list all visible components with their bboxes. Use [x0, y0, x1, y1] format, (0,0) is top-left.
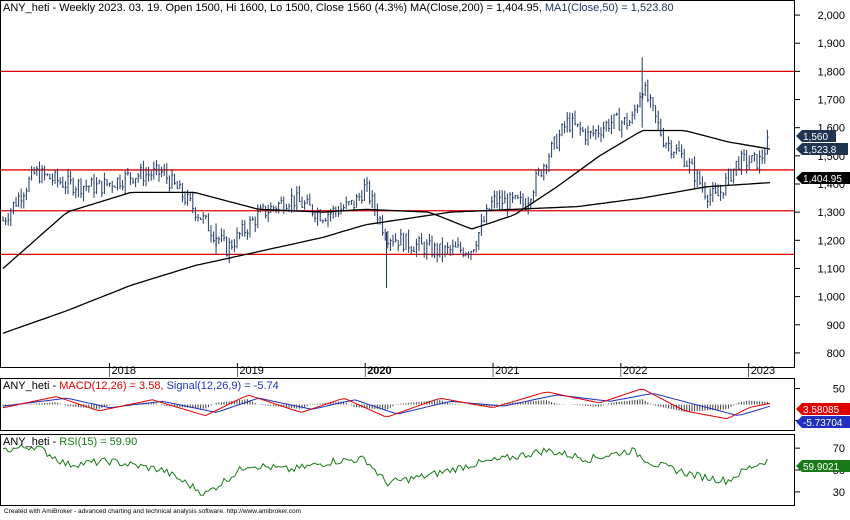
signal-badge: -5.73704 — [796, 416, 850, 429]
price-y-tick-label: 1,300 — [817, 207, 845, 219]
price-x-tick-label: 2023 — [751, 365, 775, 377]
macd-pane-title: ANY_heti - MACD(12,26) = 3.58, Signal(12… — [3, 380, 279, 392]
ma50-badge: 1,523.8 — [796, 143, 848, 156]
rsi-pane: 705030 ANY_heti - RSI(15) = 59.90 59.902… — [0, 434, 850, 506]
macd-badge-label: 3.58085 — [803, 405, 840, 416]
ma200-line — [2, 181, 771, 334]
rsi-line — [2, 444, 768, 496]
macd-pane: 50-50 ANY_heti - MACD(12,26) = 3.58, Sig… — [0, 378, 850, 431]
price-plot-frame — [0, 0, 795, 368]
footer-credit: Created with AmiBroker - advanced charti… — [4, 508, 301, 515]
rsi-title-prefix: ANY_heti - — [3, 436, 59, 448]
signal-badge-label: -5.73704 — [803, 418, 843, 429]
price-pane-title: ANY_heti - Weekly 2023. 03. 19. Open 150… — [3, 2, 674, 14]
macd-histogram — [2, 399, 768, 412]
rsi-y-tick-label: 30 — [833, 487, 845, 499]
price-x-tick-label: 2022 — [623, 365, 647, 377]
price-y-tick-label: 900 — [827, 320, 845, 332]
rsi-legend: RSI(15) = 59.90 — [59, 436, 137, 448]
price-y-tick-label: 1,800 — [817, 66, 845, 78]
rsi-badge: 59.9021 — [796, 460, 850, 473]
price-title-text: ANY_heti - Weekly 2023. 03. 19. Open 150… — [3, 2, 545, 14]
price-x-tick-label: 2018 — [112, 365, 136, 377]
macd-title-prefix: ANY_heti - — [3, 380, 59, 392]
macd-legend: MACD(12,26) = 3.58, — [59, 380, 163, 392]
ma50-legend: MA1(Close,50) = 1,523.80 — [545, 2, 674, 14]
macd-line — [2, 388, 771, 420]
price-x-tick-label: 2020 — [367, 365, 391, 377]
price-x-tick-label: 2019 — [239, 365, 263, 377]
macd-badge: 3.58085 — [796, 403, 850, 416]
signal-line — [2, 393, 771, 416]
macd-lines — [2, 388, 771, 420]
macd-y-tick-label: 50 — [833, 384, 845, 396]
ma200-badge-label: 1,404.95 — [803, 174, 842, 185]
price-y-tick-label: 800 — [827, 348, 845, 360]
rsi-polyline — [2, 444, 768, 496]
rsi-pane-title: ANY_heti - RSI(15) = 59.90 — [3, 436, 137, 448]
price-pane: 2,0001,9001,8001,7001,6001,5001,4001,300… — [0, 0, 850, 377]
rsi-badge-label: 59.9021 — [803, 462, 840, 473]
rsi-y-tick-label: 70 — [833, 443, 845, 455]
rsi-plot-frame — [0, 434, 795, 506]
price-y-tick-label: 1,700 — [817, 95, 845, 107]
ma50-line — [2, 129, 771, 269]
ma50-badge-label: 1,523.8 — [803, 145, 837, 156]
price-y-tick-label: 1,900 — [817, 38, 845, 50]
close-badge: 1,560 — [796, 130, 836, 143]
price-x-tick-label: 2021 — [495, 365, 519, 377]
price-y-tick-label: 2,000 — [817, 10, 845, 22]
moving-average-lines — [2, 129, 771, 334]
price-y-tick-label: 1,200 — [817, 235, 845, 247]
ma200-badge: 1,404.95 — [796, 172, 850, 185]
price-bars — [2, 57, 769, 289]
price-y-tick-label: 1,000 — [817, 292, 845, 304]
price-x-axis: 2018 2019 2020 2021 2022 2023 — [109, 363, 775, 377]
close-badge-label: 1,560 — [803, 132, 828, 143]
signal-legend: Signal(12,26,9) = -5.74 — [167, 380, 279, 392]
price-y-tick-label: 1,100 — [817, 263, 845, 275]
